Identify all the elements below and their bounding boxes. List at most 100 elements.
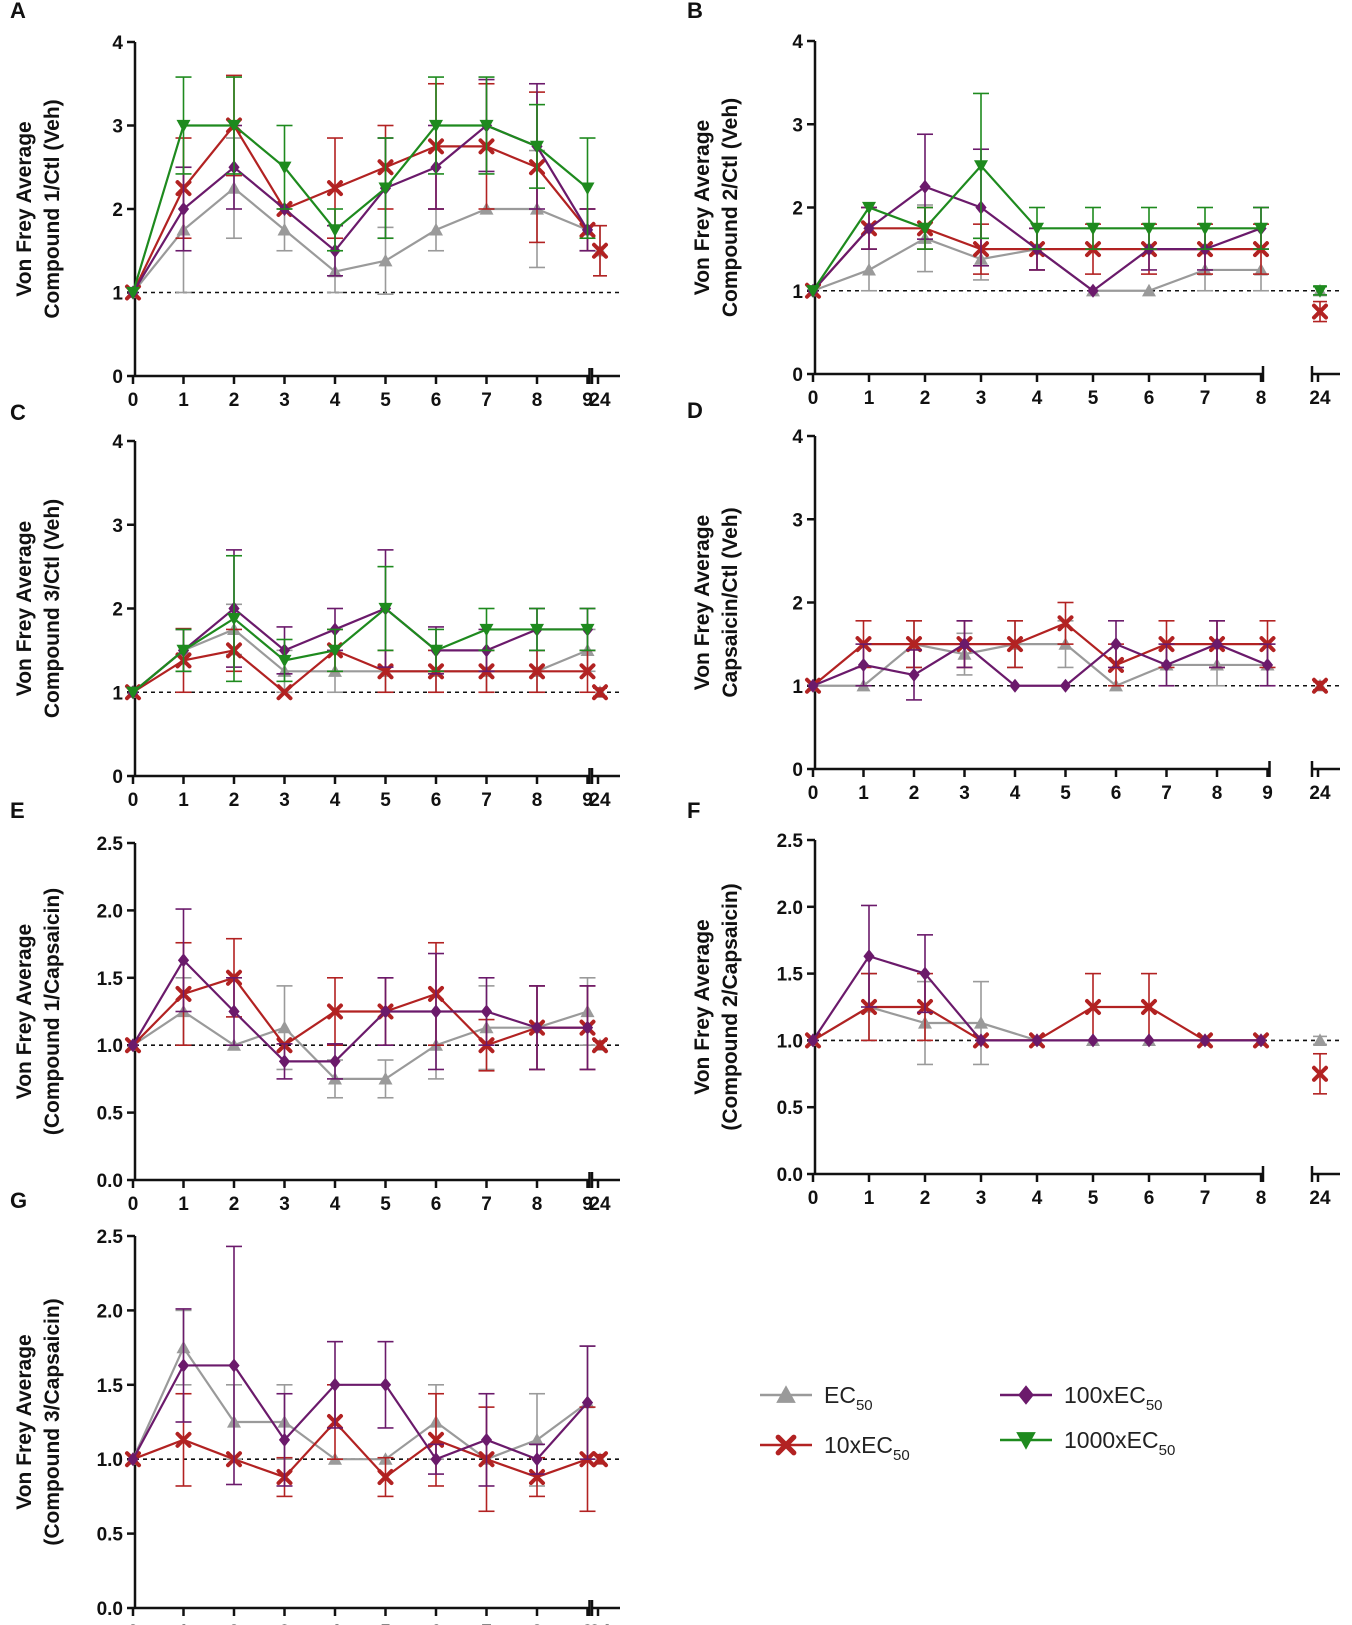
data-point-24h — [592, 1037, 608, 1054]
series-line — [131, 124, 589, 293]
x-tick-label: 0 — [808, 388, 819, 409]
y-tick-label: 4 — [792, 32, 803, 53]
y-tick-label: 4 — [792, 427, 803, 448]
data-point-24h — [592, 1451, 608, 1468]
data-point — [479, 623, 494, 637]
y-tick-label: 1 — [792, 677, 803, 698]
data-point — [1199, 1033, 1211, 1048]
data-point — [276, 684, 293, 701]
data-point — [329, 1054, 341, 1069]
panel-d: D Von Frey Average Capsaicin/Ctl (Veh) 0 1 2 3… — [687, 398, 1342, 804]
x-tick-label: 4 — [330, 1622, 341, 1625]
panel-letter: A — [10, 0, 26, 23]
data-point — [807, 1033, 819, 1048]
x-tick-label: 1 — [178, 790, 189, 811]
x-tick-label: 8 — [532, 1194, 543, 1215]
x-tick-label: 9 — [582, 390, 593, 411]
x-tick-label: 4 — [1032, 1188, 1043, 1209]
y-tick-label: 1.5 — [97, 969, 124, 990]
data-point — [529, 1469, 545, 1486]
legend-marker — [776, 1385, 796, 1403]
series-line — [132, 1364, 589, 1461]
x-tick-label: 5 — [1060, 783, 1071, 804]
y-tick-label: 4 — [112, 33, 123, 54]
y-axis-label: Von Frey Average Compound 1/Ctl (Veh) — [13, 99, 64, 318]
data-point — [579, 663, 596, 680]
x-tick-label: 6 — [1144, 1188, 1155, 1209]
data-point — [430, 1452, 442, 1467]
x-tick-label: 4 — [330, 790, 341, 811]
y-axis-label: Von Frey Average Compound 3/Ctl (Veh) — [13, 499, 64, 718]
panel-letter: B — [687, 0, 703, 23]
x-tick-label: 3 — [279, 790, 290, 811]
data-point — [580, 182, 595, 196]
data-point — [863, 949, 875, 964]
data-point — [429, 119, 443, 133]
data-point — [862, 262, 876, 276]
series-line — [132, 1420, 588, 1479]
data-point — [227, 119, 241, 133]
data-point — [919, 179, 931, 194]
x-tick-label: 6 — [431, 1194, 442, 1215]
y-tick-label: 2.5 — [97, 834, 124, 855]
x-tick-label: 7 — [481, 390, 492, 411]
x-tick-label: 7 — [481, 790, 492, 811]
x-tick-label: 1 — [178, 1622, 189, 1625]
x-tick-label: 3 — [976, 388, 987, 409]
x-tick-label: 8 — [532, 1622, 543, 1625]
data-point — [480, 1432, 493, 1447]
data-point — [857, 657, 870, 672]
x-tick-label: 7 — [481, 1622, 492, 1625]
data-point — [974, 160, 988, 173]
x-tick-label: 5 — [380, 1194, 391, 1215]
x-tick-label: 1 — [178, 390, 189, 411]
legend-item-ec50: EC50 — [760, 1382, 873, 1414]
data-point — [530, 140, 544, 154]
x-tick-label: 2 — [920, 1188, 931, 1209]
data-point — [1254, 222, 1268, 236]
data-point — [530, 1432, 544, 1446]
data-point — [327, 180, 343, 197]
panel-letter: G — [10, 1188, 27, 1213]
data-point — [277, 161, 292, 175]
data-point — [177, 202, 190, 216]
data-point — [581, 1395, 594, 1410]
x-tick-label: 6 — [1111, 783, 1122, 804]
x-tick-label: 1 — [864, 388, 875, 409]
x-tick-label: 5 — [380, 1622, 391, 1625]
series-ec50 — [806, 972, 1327, 1066]
data-point — [1261, 657, 1274, 672]
data-point — [806, 285, 820, 298]
data-point — [1030, 222, 1044, 236]
data-point — [227, 612, 241, 626]
y-tick-label: 2.0 — [97, 901, 123, 922]
panel-letter: E — [10, 798, 25, 823]
data-point — [1142, 283, 1156, 297]
legend-label: 100xEC50 — [1064, 1382, 1163, 1414]
data-point — [126, 286, 140, 300]
y-axis-label: Von Frey Average (Compound 1/Capsaicin) — [13, 888, 64, 1135]
data-point — [378, 602, 393, 616]
y-tick-label: 2.5 — [777, 831, 804, 852]
data-point — [863, 221, 875, 236]
y-tick-label: 1.5 — [777, 965, 804, 986]
series-ec50 — [126, 137, 607, 299]
data-point — [277, 222, 292, 236]
series-line — [132, 649, 588, 694]
data-point — [1087, 283, 1099, 298]
series-x100 — [127, 908, 596, 1080]
y-tick-label: 0.5 — [97, 1104, 124, 1125]
series-ec50 — [126, 976, 607, 1099]
data-point — [1110, 637, 1122, 652]
y-tick-label: 3 — [112, 117, 123, 138]
x-tick-label: 2 — [229, 790, 240, 811]
panel-e: E Von Frey Average (Compound 1/Capsaicin) 0… — [10, 798, 622, 1215]
y-tick-label: 2.0 — [777, 898, 803, 919]
y-tick-label: 3 — [792, 510, 803, 531]
data-point — [277, 1020, 292, 1034]
x-tick-label: 6 — [431, 1622, 442, 1625]
y-tick-label: 0 — [792, 760, 803, 781]
x-tick-label: 3 — [959, 783, 970, 804]
data-point — [177, 953, 190, 968]
y-tick-label: 2.5 — [97, 1227, 124, 1248]
